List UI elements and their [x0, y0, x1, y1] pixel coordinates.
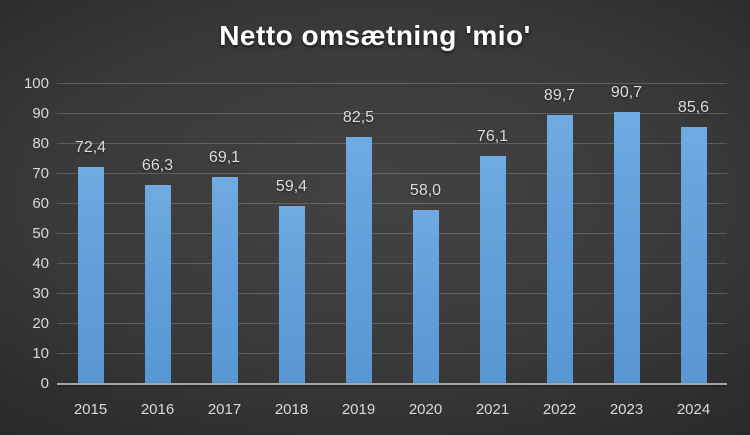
gridline: [57, 233, 727, 234]
gridline: [57, 113, 727, 114]
gridline: [57, 263, 727, 264]
y-axis-labels: 100 90 80 70 60 50 40 30 20 10 0: [0, 75, 49, 392]
y-tick-label: 70: [32, 165, 49, 182]
gridline: [57, 353, 727, 354]
bar-value-label: 58,0: [409, 182, 442, 199]
bar-2019: [345, 136, 372, 384]
bar-slot-2020: 58,0 2020: [392, 84, 459, 418]
x-axis-line: [57, 383, 727, 385]
bar-slot-2017: 69,1 2017: [191, 84, 258, 418]
bar-2016: [144, 185, 171, 384]
bar-value-label: 66,3: [141, 157, 174, 175]
y-tick-label: 80: [32, 135, 49, 152]
bar-value-label: 82,5: [342, 108, 375, 126]
bar-value-label: 72,4: [74, 138, 107, 156]
bar-slot-2016: 66,3 2016: [124, 84, 191, 418]
y-tick-label: 100: [23, 75, 49, 92]
gridline: [57, 203, 727, 204]
bar-2017: [211, 176, 238, 384]
bar-2023: [613, 111, 640, 384]
bar-slots: 72,4 2015 66,3 2016 69,1 2017 59,4 2018 82,5 2019…: [57, 83, 727, 419]
bar-slot-2022: 89,7 2022: [526, 84, 593, 418]
bar-slot-2023: 90,7 2023: [593, 83, 660, 418]
y-tick-label: 20: [32, 315, 49, 332]
bar-2015: [77, 166, 104, 384]
bar-value-label: 89,7: [543, 86, 576, 104]
gridline: [57, 323, 727, 324]
y-tick-label: 0: [40, 375, 49, 392]
bar-value-label: 59,4: [275, 177, 308, 195]
bar-slot-2024: 85,6 2024: [660, 84, 727, 418]
bar-slot-2015: 72,4 2015: [57, 84, 124, 418]
gridline: [57, 83, 727, 84]
x-tick-label: 2019: [341, 401, 376, 418]
bar-slot-2021: 76,1 2021: [459, 84, 526, 418]
y-tick-label: 30: [32, 285, 49, 302]
bar-value-label: 85,6: [677, 99, 710, 117]
y-tick-label: 90: [32, 105, 49, 122]
x-tick-label: 2020: [408, 401, 443, 418]
gridline: [57, 143, 727, 144]
y-tick-label: 40: [32, 255, 49, 272]
y-tick-label: 60: [32, 195, 49, 212]
x-tick-label: 2021: [475, 401, 510, 418]
x-tick-label: 2024: [676, 401, 711, 418]
y-tick-label: 50: [32, 225, 49, 242]
bar-value-label: 69,1: [208, 148, 241, 166]
x-tick-label: 2023: [609, 401, 644, 418]
bar-value-label: 76,1: [476, 127, 509, 145]
gridline: [57, 293, 727, 294]
bar-2022: [546, 114, 573, 384]
x-tick-label: 2015: [73, 401, 108, 418]
x-tick-label: 2017: [207, 401, 242, 418]
plot-area: 72,4 2015 66,3 2016 69,1 2017 59,4 2018 82,5 2019…: [57, 83, 727, 419]
bar-2024: [680, 127, 707, 384]
bar-slot-2019: 82,5 2019: [325, 84, 392, 419]
gridline: [57, 173, 727, 174]
x-tick-label: 2022: [542, 401, 577, 418]
bar-2020: [412, 210, 439, 384]
x-tick-label: 2016: [140, 401, 175, 418]
y-tick-label: 10: [32, 345, 49, 362]
x-tick-label: 2018: [274, 401, 309, 418]
chart-title: Netto omsætning 'mio': [219, 20, 531, 51]
bar-slot-2018: 59,4 2018: [258, 84, 325, 418]
bar-value-label: 90,7: [610, 83, 643, 101]
bar-2018: [278, 205, 305, 384]
bar-2021: [479, 155, 506, 384]
